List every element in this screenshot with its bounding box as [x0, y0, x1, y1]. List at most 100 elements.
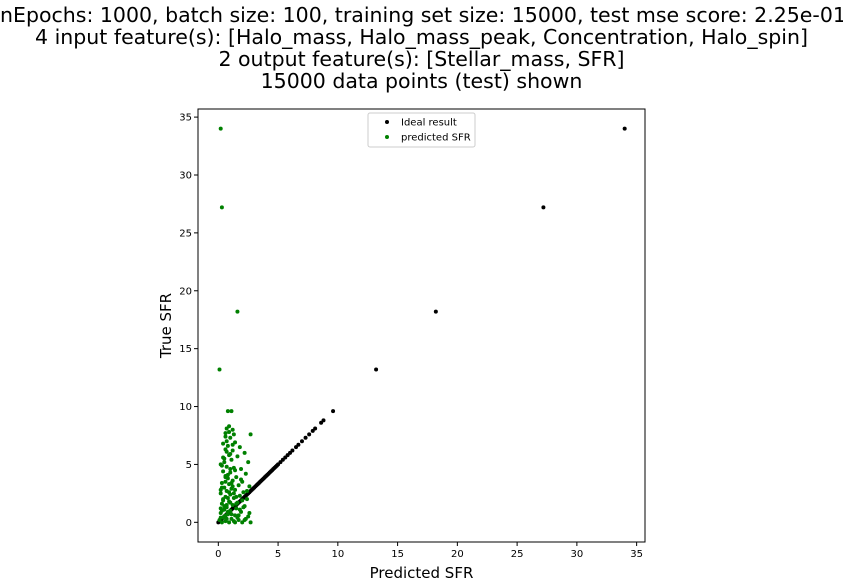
predicted-sfr-point [227, 490, 232, 495]
title-line: nEpochs: 1000, batch size: 100, training… [0, 3, 843, 27]
predicted-sfr-point [230, 484, 235, 489]
predicted-sfr-point [241, 505, 246, 510]
legend-label-predicted-sfr: predicted SFR [401, 133, 471, 144]
x-tick-label: 35 [630, 549, 643, 560]
predicted-sfr-point [228, 435, 233, 440]
predicted-sfr-point [218, 487, 223, 492]
predicted-sfr-point [234, 501, 239, 506]
predicted-sfr-point [230, 442, 235, 447]
predicted-sfr-point [234, 475, 239, 480]
legend-marker-predicted-sfr [385, 135, 389, 139]
predicted-sfr-point [228, 467, 233, 472]
predicted-sfr-point [248, 432, 253, 437]
predicted-sfr-point [218, 515, 223, 520]
predicted-sfr-point [231, 432, 236, 437]
predicted-sfr-point [219, 508, 224, 513]
predicted-sfr-point [223, 434, 228, 439]
predicted-sfr-point [227, 430, 232, 435]
plot-frame [197, 108, 646, 543]
ideal-result-point [296, 442, 301, 447]
predicted-sfr-point [218, 491, 223, 496]
predicted-sfr-point [248, 520, 253, 525]
y-tick-label: 0 [186, 518, 192, 529]
predicted-sfr-point [235, 309, 240, 314]
ideal-result-point [331, 409, 336, 414]
predicted-sfr-point [228, 500, 233, 505]
predicted-sfr-point [236, 483, 241, 488]
predicted-sfr-point [219, 480, 224, 485]
y-tick-label: 10 [179, 402, 192, 413]
predicted-sfr-point [236, 513, 241, 518]
ideal-result-point [433, 309, 438, 314]
title-line: 2 output feature(s): [Stellar_mass, SFR] [218, 47, 625, 71]
predicted-sfr-point [242, 450, 247, 455]
predicted-sfr-point [243, 471, 248, 476]
predicted-sfr-point [219, 205, 224, 210]
predicted-sfr-point [233, 487, 238, 492]
predicted-sfr-point [231, 491, 236, 496]
predicted-sfr-point [223, 431, 228, 436]
predicted-sfr-point [229, 480, 234, 485]
predicted-sfr-point [217, 367, 222, 372]
predicted-sfr-point [225, 509, 230, 514]
y-tick-label: 15 [179, 344, 192, 355]
predicted-sfr-point [223, 475, 228, 480]
predicted-sfr-point [233, 520, 238, 525]
predicted-sfr-point [230, 427, 235, 432]
legend-box [367, 112, 476, 148]
ideal-result-point [374, 367, 379, 372]
predicted-sfr-point [230, 448, 235, 453]
predicted-sfr-point [237, 493, 242, 498]
predicted-sfr-point [247, 484, 252, 489]
y-tick-label: 5 [186, 460, 192, 471]
predicted-sfr-point [237, 445, 242, 450]
predicted-sfr-point [223, 513, 228, 518]
predicted-sfr-point [223, 479, 228, 484]
ideal-result-point [303, 435, 308, 440]
predicted-sfr-point [245, 489, 250, 494]
legend-label-ideal-result: Ideal result [401, 118, 457, 129]
ideal-result-point [290, 448, 295, 453]
predicted-sfr-point [229, 409, 234, 414]
x-tick-label: 20 [451, 549, 464, 560]
predicted-sfr-point [221, 497, 226, 502]
predicted-sfr-point [233, 468, 238, 473]
predicted-sfr-point [234, 494, 239, 499]
predicted-sfr-point [245, 497, 250, 502]
ticks-layer: 0 5 10 15 20 25 30 35 0 5 10 15 20 25 30 35 [179, 113, 643, 560]
points-layer [216, 126, 627, 525]
ideal-result-point [299, 439, 304, 444]
predicted-sfr-point [224, 464, 229, 469]
predicted-sfr-point [219, 463, 224, 468]
predicted-sfr-point [224, 439, 229, 444]
predicted-sfr-point [240, 498, 245, 503]
x-tick-label: 5 [275, 549, 281, 560]
predicted-sfr-point [234, 506, 239, 511]
predicted-sfr-point [239, 467, 244, 472]
predicted-sfr-point [235, 454, 240, 459]
y-tick-label: 35 [179, 113, 192, 124]
ideal-result-point [622, 126, 627, 131]
predicted-sfr-point [227, 424, 232, 429]
ideal-result-point [541, 205, 546, 210]
predicted-sfr-point [221, 469, 226, 474]
predicted-sfr-point [222, 504, 227, 509]
predicted-sfr-point [224, 449, 229, 454]
ideal-result-point [321, 418, 326, 423]
predicted-sfr-point [218, 126, 223, 131]
x-tick-label: 15 [391, 549, 404, 560]
title-line: 4 input feature(s): [Halo_mass, Halo_mas… [35, 25, 808, 49]
predicted-sfr-point [221, 455, 226, 460]
y-tick-label: 25 [179, 228, 192, 239]
predicted-sfr-point [222, 460, 227, 465]
x-tick-label: 30 [571, 549, 584, 560]
chart-title: nEpochs: 1000, batch size: 100, training… [0, 4, 843, 92]
legend: Ideal result predicted SFR [367, 112, 476, 148]
predicted-sfr-point [241, 490, 246, 495]
ideal-result-point [307, 432, 312, 437]
y-axis-label: True SFR [157, 293, 175, 359]
predicted-sfr-point [225, 443, 230, 448]
title-line: 15000 data points (test) shown [260, 69, 583, 93]
predicted-sfr-point [237, 507, 242, 512]
ideal-result-point [313, 426, 318, 431]
